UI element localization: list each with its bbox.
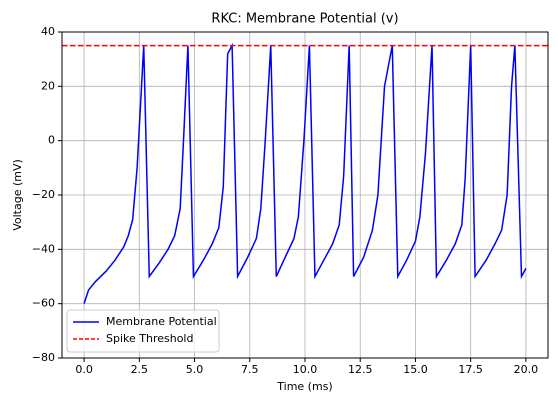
x-tick-label: 2.5 <box>131 363 149 376</box>
x-tick-label: 7.5 <box>241 363 259 376</box>
x-tick-label: 17.5 <box>458 363 483 376</box>
y-tick-label: −60 <box>32 297 55 310</box>
x-tick-label: 5.0 <box>186 363 204 376</box>
legend-box <box>66 309 220 353</box>
y-axis-label: Voltage (mV) <box>11 159 24 231</box>
x-tick-label: 20.0 <box>514 363 539 376</box>
x-tick-label: 0.0 <box>75 363 93 376</box>
x-axis-label: Time (ms) <box>276 380 332 393</box>
line-series <box>83 42 527 304</box>
y-tick-label: 0 <box>48 134 55 147</box>
x-tick-label: 10.0 <box>293 363 318 376</box>
legend-label: Spike Threshold <box>106 332 193 345</box>
chart-title: RKC: Membrane Potential (v) <box>211 12 398 27</box>
y-tick-label: −40 <box>32 242 55 255</box>
axes-frame <box>61 31 549 359</box>
x-tick-label: 15.0 <box>403 363 428 376</box>
y-tick-label: 40 <box>41 25 55 38</box>
y-tick-label: 20 <box>41 79 55 92</box>
x-tick-label: 12.5 <box>348 363 373 376</box>
y-tick-label: −20 <box>32 188 55 201</box>
y-tick-label: −80 <box>32 351 55 364</box>
legend: Membrane Potential Spike Threshold <box>66 309 220 353</box>
legend-label: Membrane Potential <box>106 315 217 328</box>
